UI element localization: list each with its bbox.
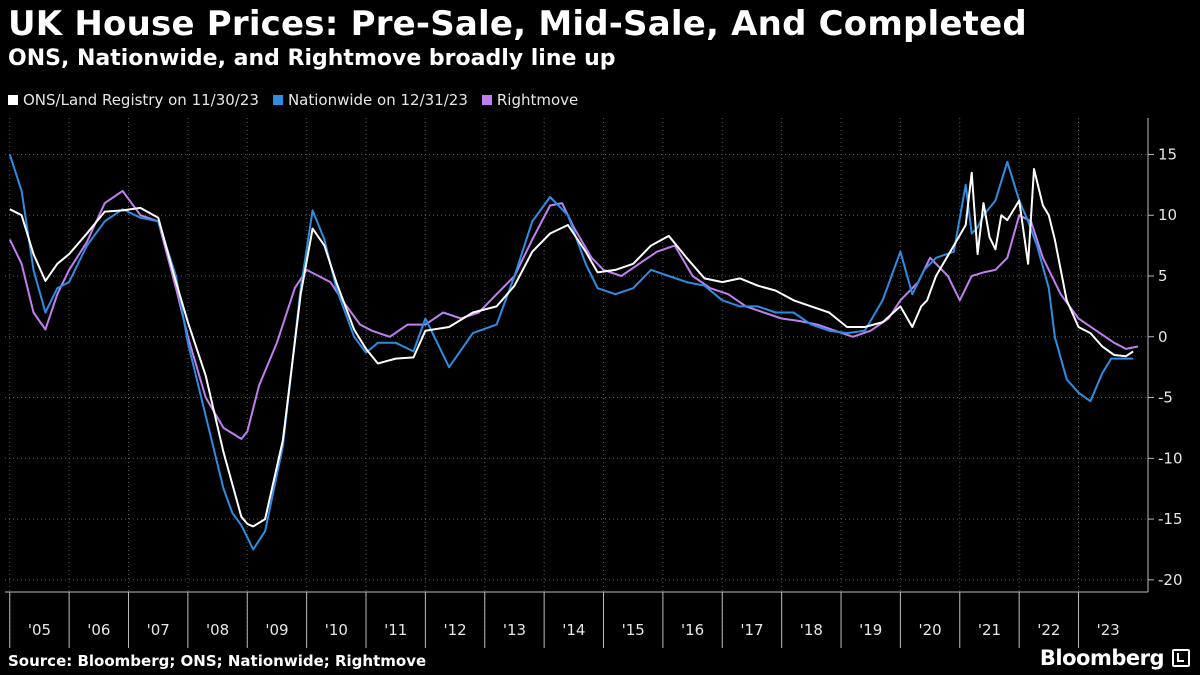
series-line-ons	[9, 168, 1134, 528]
x-tick-label: '12	[443, 621, 466, 639]
x-tick-label: '16	[681, 621, 704, 639]
x-tick-label: '07	[147, 621, 170, 639]
chart-subtitle: ONS, Nationwide, and Rightmove broadly l…	[8, 46, 616, 71]
x-tick-label: '15	[622, 621, 645, 639]
x-tick-label: '05	[28, 621, 51, 639]
legend-swatch-nationwide	[272, 95, 283, 105]
x-tick-label: '18	[800, 621, 823, 639]
y-tick-label: -10	[1158, 449, 1183, 467]
series-line-nationwide	[8, 154, 1134, 551]
brand: Bloomberg	[1040, 646, 1190, 670]
x-tick-label: '11	[384, 621, 407, 639]
legend-label-nationwide: Nationwide on 12/31/23	[287, 91, 468, 109]
legend-item-nationwide: Nationwide on 12/31/23	[272, 91, 468, 109]
legend-label-rightmove: Rightmove	[496, 91, 579, 109]
x-tick-label: '14	[562, 621, 585, 639]
x-tick-label: '21	[978, 621, 1001, 639]
y-tick-label: -20	[1158, 571, 1183, 589]
y-tick-label: -5	[1158, 389, 1173, 407]
x-tick-label: '17	[740, 621, 763, 639]
y-tick-label: 5	[1158, 267, 1168, 285]
legend-label-ons: ONS/Land Registry on 11/30/23	[23, 91, 259, 109]
bloomberg-logo-icon	[1172, 649, 1190, 667]
source-note: Source: Bloomberg; ONS; Nationwide; Righ…	[8, 652, 427, 670]
y-tick-label: -15	[1158, 510, 1183, 528]
legend-swatch-ons	[8, 95, 18, 105]
x-tick-label: '06	[87, 621, 110, 639]
legend-item-ons: ONS/Land Registry on 11/30/23	[8, 91, 259, 109]
x-tick-label: '13	[503, 621, 526, 639]
y-tick-label: 15	[1158, 145, 1177, 163]
series-line-rightmove	[8, 189, 1139, 440]
x-tick-label: '19	[859, 621, 882, 639]
legend-swatch-rightmove	[481, 95, 492, 105]
x-tick-label: '22	[1037, 621, 1060, 639]
x-tick-label: '20	[918, 621, 941, 639]
x-tick-label: '10	[325, 621, 348, 639]
legend: ONS/Land Registry on 11/30/23 Nationwide…	[8, 91, 578, 109]
brand-name: Bloomberg	[1039, 646, 1165, 670]
legend-item-rightmove: Rightmove	[481, 91, 579, 109]
y-tick-label: 10	[1158, 206, 1177, 224]
x-tick-label: '09	[265, 621, 288, 639]
y-tick-label: 0	[1158, 328, 1168, 346]
chart-title: UK House Prices: Pre-Sale, Mid-Sale, And…	[8, 4, 1027, 44]
x-tick-label: '23	[1097, 621, 1120, 639]
x-tick-label: '08	[206, 621, 229, 639]
